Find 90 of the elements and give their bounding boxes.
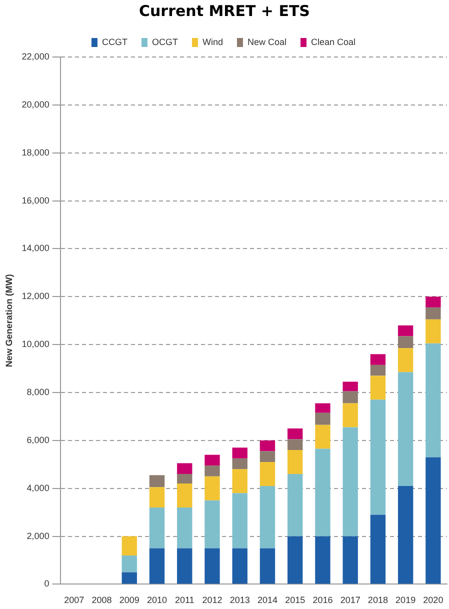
bar (426, 296, 441, 308)
bar (370, 376, 386, 400)
y-tick-label: 22,000 (22, 51, 50, 62)
bar (260, 486, 276, 548)
bar (315, 412, 330, 425)
bar (398, 336, 414, 348)
bar (398, 486, 414, 584)
bar (342, 536, 358, 584)
x-tick-label: 2007 (64, 595, 84, 606)
bar (370, 514, 386, 584)
bar (370, 354, 386, 365)
bar (426, 457, 441, 584)
x-tick-label: 2010 (146, 595, 168, 606)
bar (315, 424, 330, 449)
chart-title: Current MRET + ETS (138, 2, 311, 20)
bar (370, 364, 386, 376)
bar (204, 466, 220, 476)
y-tick-label: 8,000 (26, 386, 50, 397)
bar (122, 572, 137, 584)
bar (342, 391, 358, 404)
bar (398, 325, 414, 336)
bar (204, 454, 220, 466)
bar (232, 458, 248, 470)
bar (398, 372, 414, 486)
bar (342, 427, 358, 536)
bar (342, 403, 358, 428)
y-tick-label: 20,000 (22, 99, 50, 110)
x-tick-label: 2008 (92, 595, 112, 606)
x-tick-label: 2015 (285, 595, 306, 606)
bar (177, 508, 192, 548)
y-tick-label: 16,000 (22, 195, 50, 206)
y-tick-label: 6,000 (26, 434, 50, 445)
bar (370, 400, 386, 515)
y-tick-label: 12,000 (22, 291, 50, 302)
bar (177, 474, 192, 484)
x-tick-label: 2019 (396, 595, 416, 606)
bar (149, 487, 165, 508)
bar (315, 448, 330, 536)
y-tick-label: 4,000 (26, 482, 50, 493)
bar (288, 474, 303, 536)
x-tick-label: 2017 (340, 595, 360, 606)
bar (288, 536, 303, 584)
bar (232, 493, 248, 548)
x-tick-label: 2016 (312, 595, 333, 606)
legend-label: New Coal (247, 36, 286, 47)
x-tick-label: 2014 (257, 595, 278, 606)
bar (232, 548, 248, 584)
bar (260, 462, 276, 486)
bar (232, 469, 248, 494)
bar (149, 548, 165, 584)
bar (122, 555, 137, 572)
y-tick-label: 14,000 (22, 243, 50, 254)
y-tick-label: 0 (44, 578, 50, 589)
bar (177, 463, 192, 474)
bar (315, 403, 330, 413)
bar (260, 440, 276, 452)
bar (288, 439, 303, 450)
x-tick-label: 2018 (368, 595, 388, 606)
bar (204, 548, 220, 584)
bar (288, 450, 303, 474)
y-tick-label: 2,000 (26, 530, 50, 541)
bar (149, 508, 165, 548)
x-tick-label: 2020 (423, 595, 444, 606)
bar (177, 548, 192, 584)
x-tick-label: 2012 (202, 595, 222, 606)
bar (149, 475, 165, 488)
bar (232, 448, 248, 458)
x-tick-label: 2009 (119, 595, 140, 606)
bar (315, 536, 330, 584)
bar (426, 307, 441, 320)
bar (122, 536, 137, 556)
y-tick-label: 18,000 (22, 147, 50, 158)
bar (177, 484, 192, 508)
bar (342, 382, 358, 392)
legend-label: CCGT (102, 36, 128, 47)
bar (426, 319, 441, 344)
y-tick-label: 10,000 (22, 339, 50, 350)
x-tick-label: 2013 (230, 595, 250, 606)
x-tick-label: 2011 (174, 595, 194, 606)
legend-label: Clean Coal (310, 36, 356, 47)
bar (260, 451, 276, 462)
y-axis-title: New Generation (MW) (4, 274, 14, 368)
legend-label: Wind (202, 36, 223, 47)
bar (398, 348, 414, 372)
bar (426, 343, 441, 458)
bar (204, 476, 220, 500)
bar (288, 428, 303, 440)
bar (260, 548, 276, 584)
legend-label: OCGT (152, 36, 178, 47)
bar (204, 500, 220, 548)
